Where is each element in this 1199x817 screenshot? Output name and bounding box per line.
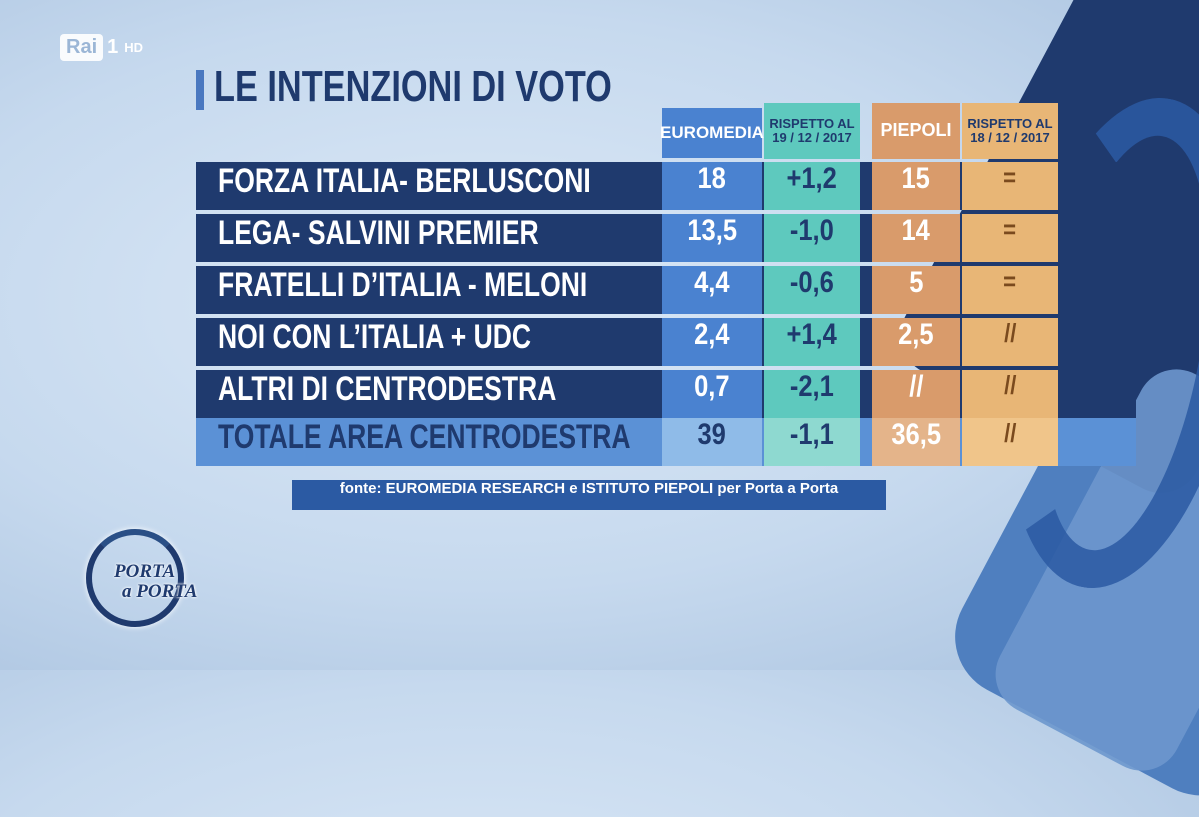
cell-piepoli-diff-value: =: [1003, 266, 1017, 296]
row-label: ALTRI DI CENTRODESTRA: [218, 370, 557, 408]
cell-euromedia-diff-value: -2,1: [790, 370, 834, 403]
cell-euromedia-value: 18: [697, 162, 727, 195]
cell-euromedia-value: 39: [697, 418, 727, 451]
cell-euromedia-value: 13,5: [687, 214, 737, 247]
cell-euromedia-value: 2,4: [694, 318, 730, 351]
cell-piepoli-diff: =: [962, 162, 1058, 210]
column-header-piepoli-diff-line1: RISPETTO AL: [967, 115, 1053, 131]
column-header-euromedia-label: EUROMEDIA: [660, 122, 764, 142]
logo-ring-icon: [86, 529, 184, 627]
row-label: LEGA- SALVINI PREMIER: [218, 214, 539, 252]
cell-piepoli-diff-value: //: [1003, 318, 1017, 348]
cell-piepoli: 5: [872, 266, 960, 314]
cell-piepoli-diff-value: =: [1003, 162, 1017, 192]
cell-piepoli-diff: //: [962, 370, 1058, 418]
row-label: TOTALE AREA CENTRODESTRA: [218, 418, 631, 456]
cell-euromedia: 39: [662, 418, 762, 466]
cell-piepoli-diff: //: [962, 418, 1058, 466]
column-header-euromedia-diff: RISPETTO AL 19 / 12 / 2017: [764, 103, 860, 159]
cell-euromedia: 13,5: [662, 214, 762, 262]
cell-piepoli-diff-value: =: [1003, 214, 1017, 244]
title-accent-bar: [196, 70, 204, 110]
source-note: fonte: EUROMEDIA RESEARCH e ISTITUTO PIE…: [292, 480, 886, 510]
cell-euromedia: 0,7: [662, 370, 762, 418]
page-title: LE INTENZIONI DI VOTO: [214, 62, 612, 111]
column-header-piepoli-diff-line2: 18 / 12 / 2017: [970, 130, 1050, 145]
cell-euromedia-diff: -0,6: [764, 266, 860, 314]
cell-euromedia: 18: [662, 162, 762, 210]
cell-piepoli: //: [872, 370, 960, 418]
column-header-piepoli-label: PIEPOLI: [880, 120, 952, 141]
cell-piepoli-diff: //: [962, 318, 1058, 366]
cell-euromedia-diff-value: +1,2: [786, 162, 838, 195]
column-header-euromedia-diff-line1: RISPETTO AL: [769, 115, 855, 131]
rai-brand-box: Rai: [60, 34, 104, 61]
cell-euromedia-diff: -1,0: [764, 214, 860, 262]
cell-piepoli: 14: [872, 214, 960, 262]
cell-piepoli-diff: =: [962, 266, 1058, 314]
rai-hd-label: HD: [124, 40, 144, 55]
cell-piepoli: 36,5: [872, 418, 960, 466]
cell-euromedia-diff-value: -1,1: [790, 418, 834, 451]
cell-euromedia-diff: +1,2: [764, 162, 860, 210]
column-header-piepoli: PIEPOLI: [872, 103, 960, 159]
logo-text-line1: PORTA: [114, 561, 176, 582]
rai-channel-number: 1: [107, 36, 119, 58]
cell-euromedia-diff: -1,1: [764, 418, 860, 466]
cell-euromedia-diff: +1,4: [764, 318, 860, 366]
cell-euromedia-diff-value: -1,0: [790, 214, 834, 247]
cell-euromedia-diff-value: +1,4: [786, 318, 838, 351]
cell-euromedia-diff: -2,1: [764, 370, 860, 418]
cell-piepoli-diff-value: //: [1003, 370, 1017, 400]
cell-piepoli-diff-value: //: [1003, 418, 1017, 448]
cell-piepoli-value: //: [908, 370, 924, 403]
rai-logo: Rai 1 HD: [60, 34, 143, 61]
cell-euromedia-diff-value: -0,6: [790, 266, 834, 299]
cell-piepoli-value: 14: [901, 214, 931, 247]
cell-piepoli-value: 36,5: [891, 418, 941, 451]
logo-text-line2: a PORTA: [122, 581, 198, 602]
cell-euromedia-value: 0,7: [694, 370, 730, 403]
column-header-euromedia: EUROMEDIA: [660, 108, 764, 158]
porta-a-porta-logo: PORTA a PORTA: [84, 525, 214, 627]
column-header-piepoli-diff: RISPETTO AL 18 / 12 / 2017: [962, 103, 1058, 159]
cell-piepoli-value: 15: [901, 162, 931, 195]
cell-euromedia-value: 4,4: [694, 266, 730, 299]
column-header-euromedia-diff-line2: 19 / 12 / 2017: [772, 130, 852, 145]
cell-piepoli: 15: [872, 162, 960, 210]
row-label: NOI CON L’ITALIA + UDC: [218, 318, 532, 356]
cell-piepoli-diff: =: [962, 214, 1058, 262]
row-label: FRATELLI D’ITALIA - MELONI: [218, 266, 588, 304]
rai-brand-text: Rai: [66, 36, 98, 58]
cell-piepoli-value: 2,5: [898, 318, 934, 351]
row-label: FORZA ITALIA- BERLUSCONI: [218, 162, 591, 200]
cell-euromedia: 4,4: [662, 266, 762, 314]
cell-euromedia: 2,4: [662, 318, 762, 366]
cell-piepoli: 2,5: [872, 318, 960, 366]
cell-piepoli-value: 5: [908, 266, 924, 299]
